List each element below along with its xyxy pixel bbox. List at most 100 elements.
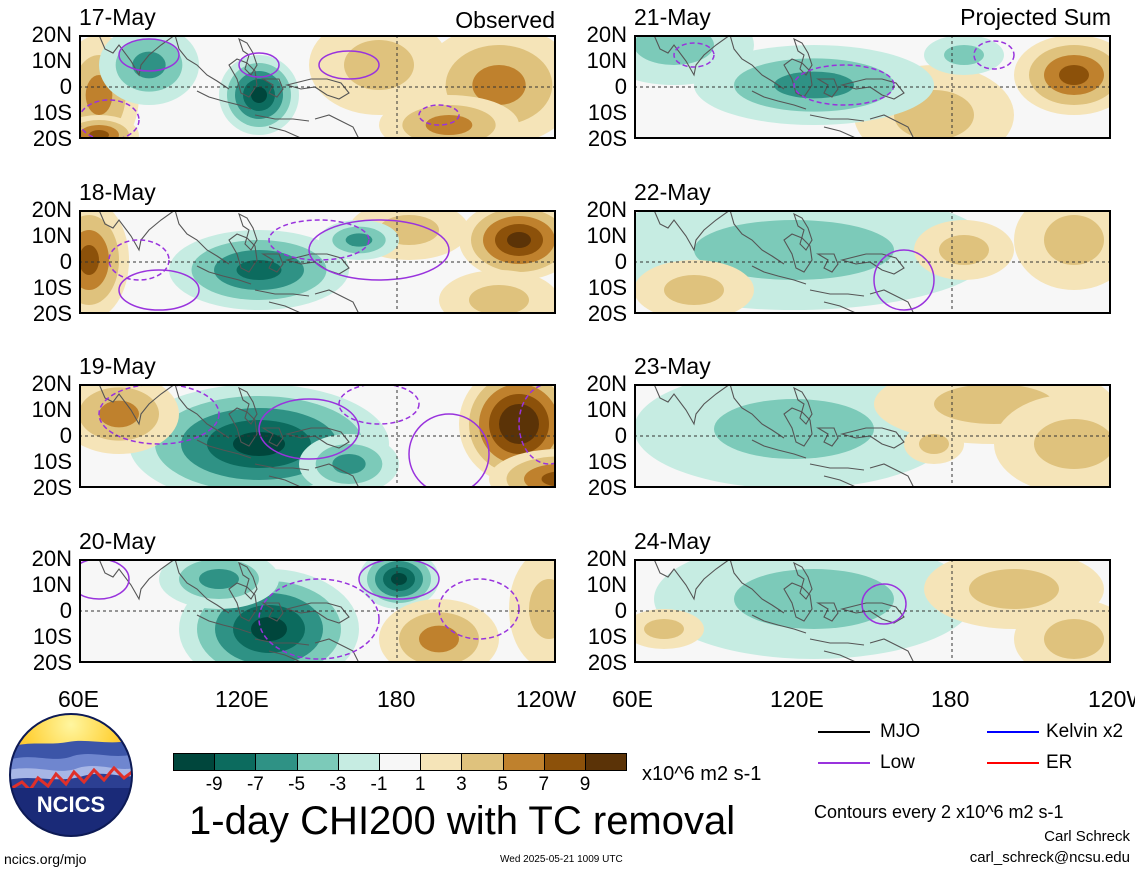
coastline [98, 384, 360, 488]
legend-label-kelvin: Kelvin x2 [1046, 721, 1124, 742]
colorbar-label: -1 [370, 774, 388, 795]
lat-label: 0 [614, 423, 627, 448]
low-contour [673, 42, 715, 68]
footer-url[interactable]: ncics.org/mjo [4, 851, 87, 867]
map-frame [79, 35, 556, 139]
lat-label: 20N [586, 371, 627, 396]
anomaly-region [644, 619, 684, 639]
colorbar-label: 1 [414, 774, 426, 795]
lat-label: 20S [32, 301, 72, 326]
low-contour [98, 384, 220, 445]
anomaly-region [472, 65, 526, 105]
panel-date-observed-3: 19-May [79, 353, 156, 379]
lat-label: 10N [31, 397, 72, 422]
lat-label: 20N [31, 22, 72, 47]
low-contour [318, 50, 380, 80]
anomaly-region [664, 275, 724, 305]
low-contour [268, 219, 370, 261]
colorbar-swatch [543, 753, 586, 771]
anomaly-region [1034, 419, 1111, 469]
colorbar-swatch [585, 753, 628, 771]
anomaly-region [251, 87, 267, 103]
legend-line-er [987, 762, 1039, 764]
colorbar-units: x10^6 m2 s-1 [642, 763, 762, 785]
anomaly-region [79, 245, 99, 275]
lon-label-180-left: 180 [377, 686, 416, 712]
map-frame [79, 210, 556, 314]
low-contour [308, 219, 450, 281]
lat-label: 20S [587, 126, 627, 151]
anomaly-region [236, 260, 282, 280]
lon-label-180-right: 180 [931, 686, 970, 712]
colorbar-label: 5 [497, 774, 508, 795]
anomaly-region [251, 617, 287, 641]
low-contour [358, 559, 440, 600]
colorbar-label: 3 [456, 774, 467, 795]
map-panel-observed-4 [79, 559, 556, 663]
colorbar-label: -9 [205, 774, 223, 795]
coastline [653, 35, 915, 139]
lat-label: 0 [614, 598, 627, 623]
panel-date-projected-2: 22-May [634, 179, 711, 205]
anomaly-region [419, 625, 459, 653]
map-panel-observed-1 [79, 35, 556, 139]
lat-label: 10S [587, 449, 627, 474]
anomaly-region [425, 115, 473, 135]
panel-date-projected-1: 21-May [634, 4, 711, 30]
colorbar-swatch [296, 753, 339, 771]
colorbar-swatch [379, 753, 422, 771]
colorbar-label: -3 [329, 774, 347, 795]
legend-line-kelvin [987, 731, 1039, 733]
author-email[interactable]: carl_schreck@ncsu.edu [969, 849, 1130, 866]
anomaly-region [391, 573, 407, 585]
lat-label: 20S [32, 126, 72, 151]
low-contour [408, 413, 490, 488]
map-frame [79, 559, 556, 663]
lat-label: 10N [586, 572, 627, 597]
low-contour [238, 52, 280, 78]
anomaly-region [507, 232, 531, 248]
colorbar-swatch [502, 753, 545, 771]
footer-timestamp: Wed 2025-05-21 1009 UTC [500, 854, 623, 865]
anomaly-region [345, 233, 373, 247]
lat-label: 10N [586, 223, 627, 248]
low-contour [79, 559, 130, 600]
lon-label-60e-left: 60E [58, 686, 99, 712]
colorbar-label: -5 [288, 774, 306, 795]
low-contour [873, 249, 935, 311]
observed-label: Observed [455, 7, 555, 33]
anomaly-region [332, 454, 366, 474]
map-panel-projected-4 [634, 559, 1111, 663]
lat-label: 10S [587, 624, 627, 649]
low-contour [118, 38, 180, 72]
lat-label: 20N [586, 546, 627, 571]
lat-label: 10N [31, 48, 72, 73]
low-contour [118, 269, 200, 311]
low-contour [861, 583, 907, 625]
panel-date-observed-2: 18-May [79, 179, 156, 205]
anomaly-region [969, 569, 1059, 609]
anomaly-region [469, 285, 529, 314]
anomaly-region [132, 51, 166, 79]
colorbar-label: 7 [538, 774, 550, 795]
map-panel-projected-1 [634, 35, 1111, 139]
colorbar-swatch [173, 753, 216, 771]
lat-label: 20N [586, 22, 627, 47]
anomaly-region [919, 434, 949, 454]
lat-label: 20N [31, 546, 72, 571]
lat-label: 20S [587, 301, 627, 326]
projected-label: Projected Sum [960, 4, 1111, 30]
legend-label-low: Low [880, 752, 915, 773]
lat-label: 10S [32, 449, 72, 474]
coastline [653, 210, 915, 314]
lat-label: 10N [586, 397, 627, 422]
lat-label: 0 [59, 249, 72, 274]
legend-line-low [818, 762, 870, 764]
anomaly-region [1044, 619, 1104, 659]
lon-label-120w-left: 120W [516, 686, 577, 712]
lat-label: 0 [59, 74, 72, 99]
map-panel-observed-2 [79, 210, 556, 314]
panel-date-observed-1: 17-May [79, 4, 156, 30]
map-frame [634, 384, 1111, 488]
anomaly-region [734, 569, 894, 629]
